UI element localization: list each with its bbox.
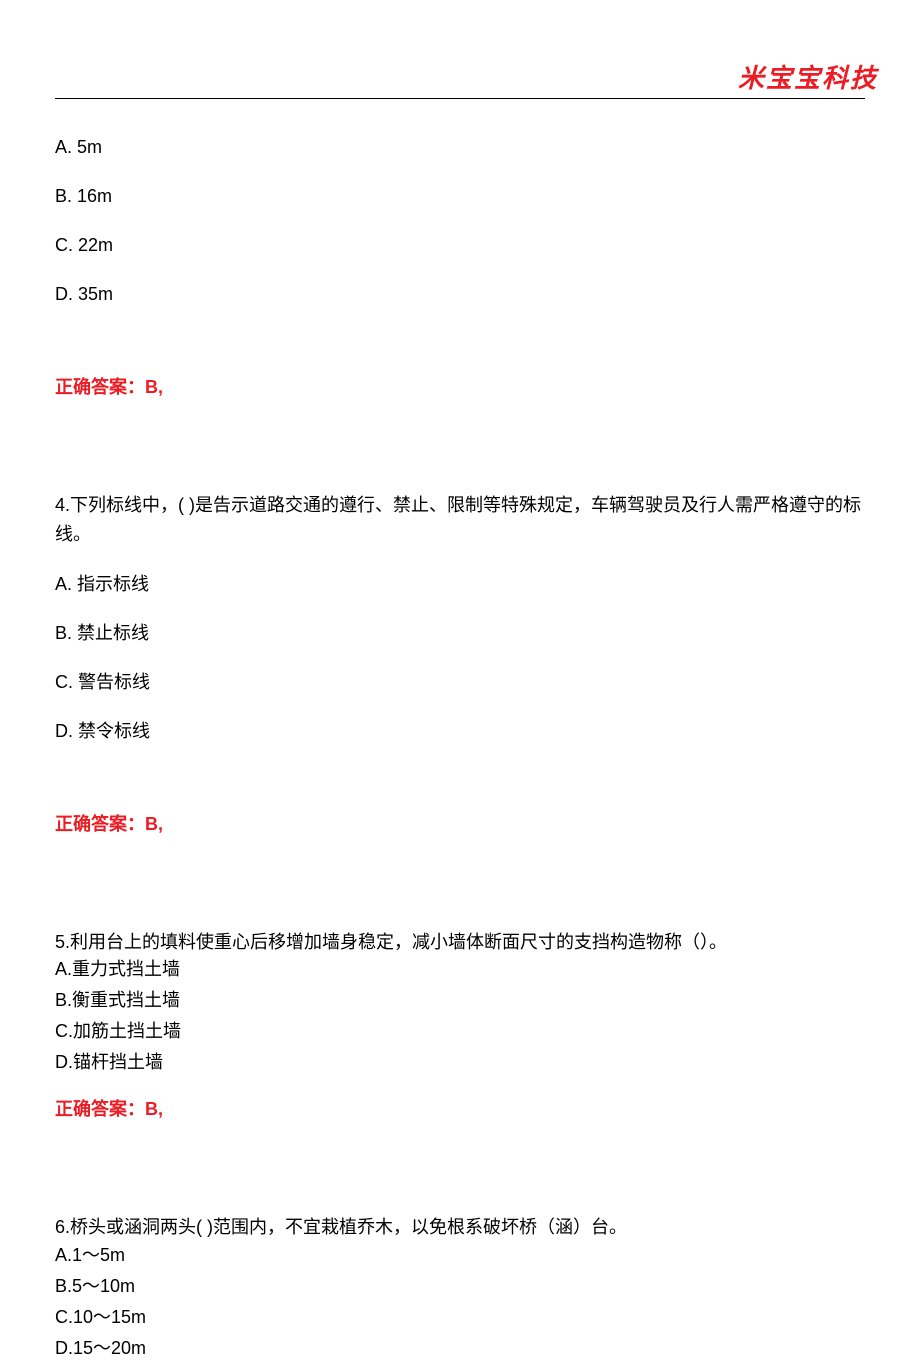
logo: 米宝宝科技: [738, 58, 878, 95]
q6-option-d: D.15～20m: [55, 1335, 865, 1362]
q3-option-d: D. 35m: [55, 281, 865, 308]
q5-answer: 正确答案：B,: [55, 1096, 865, 1123]
q5-option-b: B.衡重式挡土墙: [55, 987, 865, 1014]
q3-option-b: B. 16m: [55, 183, 865, 210]
q5-option-d: D.锚杆挡土墙: [55, 1049, 865, 1076]
q5-text: 5.利用台上的填料使重心后移增加墙身稳定，减小墙体断面尺寸的支挡构造物称（）。: [55, 928, 865, 957]
header-divider: [55, 98, 865, 99]
q4-text: 4.下列标线中，( )是告示道路交通的遵行、禁止、限制等特殊规定，车辆驾驶员及行…: [55, 491, 865, 549]
q6-option-c: C.10～15m: [55, 1304, 865, 1331]
q4-option-a: A. 指示标线: [55, 571, 865, 598]
q4-option-c: C. 警告标线: [55, 669, 865, 696]
q6-option-a: A.1～5m: [55, 1242, 865, 1269]
q4-option-b: B. 禁止标线: [55, 620, 865, 647]
page-content: A. 5m B. 16m C. 22m D. 35m 正确答案：B, 4.下列标…: [55, 134, 865, 1366]
q5-option-a: A.重力式挡土墙: [55, 956, 865, 983]
q4-answer: 正确答案：B,: [55, 811, 865, 838]
q3-option-a: A. 5m: [55, 134, 865, 161]
q5-option-c: C.加筋土挡土墙: [55, 1018, 865, 1045]
q4-option-d: D. 禁令标线: [55, 718, 865, 745]
q3-option-c: C. 22m: [55, 232, 865, 259]
q6-option-b: B.5～10m: [55, 1273, 865, 1300]
q6-text: 6.桥头或涵洞两头( )范围内，不宜栽植乔木，以免根系破坏桥（涵）台。: [55, 1213, 865, 1242]
q3-answer: 正确答案：B,: [55, 374, 865, 401]
